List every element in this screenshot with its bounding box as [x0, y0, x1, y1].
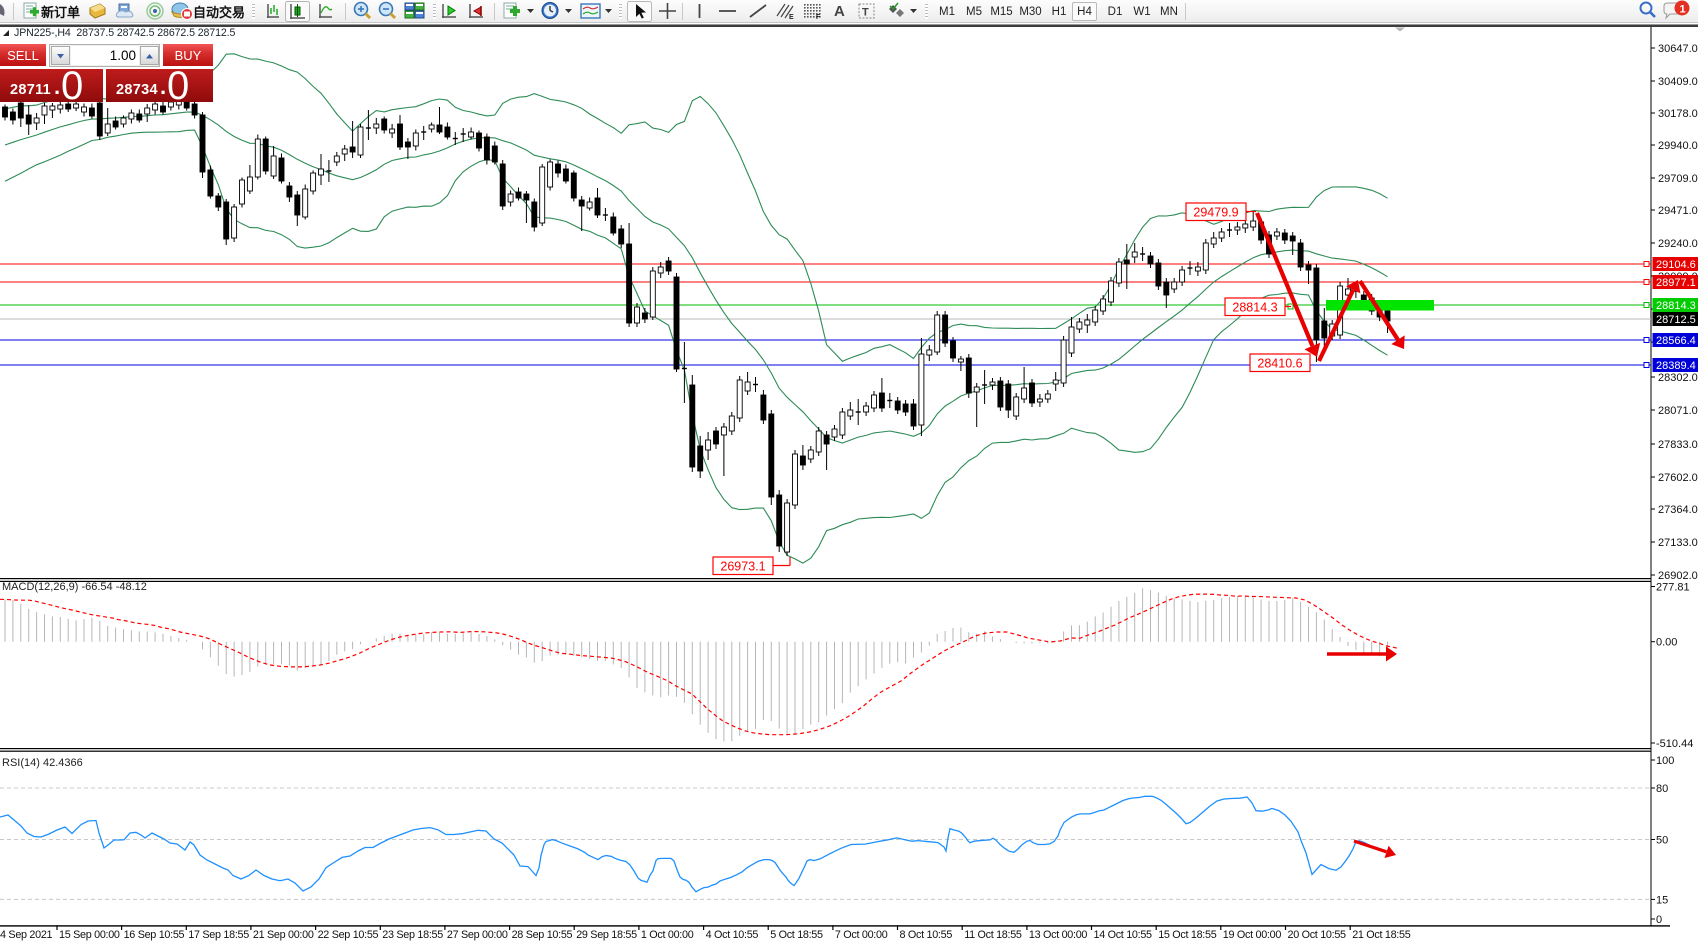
svg-text:T: T [862, 7, 869, 19]
svg-text:1: 1 [1680, 4, 1686, 16]
svg-text:22 Sep 10:55: 22 Sep 10:55 [318, 929, 379, 941]
svg-text:21 Sep 00:00: 21 Sep 00:00 [253, 929, 314, 941]
svg-text:28566.4: 28566.4 [1656, 335, 1696, 347]
svg-text:28389.4: 28389.4 [1656, 360, 1696, 372]
svg-text:28302.0: 28302.0 [1658, 372, 1698, 384]
svg-text:26973.1: 26973.1 [720, 560, 765, 574]
svg-text:4 Oct 10:55: 4 Oct 10:55 [706, 929, 759, 941]
svg-text:1 Oct 00:00: 1 Oct 00:00 [641, 929, 694, 941]
svg-text:8 Oct 10:55: 8 Oct 10:55 [900, 929, 953, 941]
svg-text:JPN225-,H4 28737.5 28742.5 28: JPN225-,H4 28737.5 28742.5 28672.5 28712… [14, 27, 236, 39]
svg-text:16 Sep 10:55: 16 Sep 10:55 [124, 929, 185, 941]
svg-text:15: 15 [1656, 894, 1668, 906]
svg-text:11 Oct 18:55: 11 Oct 18:55 [964, 929, 1022, 941]
svg-text:MACD(12,26,9) -66.54 -48.12: MACD(12,26,9) -66.54 -48.12 [2, 581, 147, 593]
svg-text:28712.5: 28712.5 [1656, 314, 1696, 326]
svg-text:F: F [816, 14, 821, 21]
svg-text:RSI(14) 42.4366: RSI(14) 42.4366 [2, 757, 83, 769]
svg-text:15 Oct 18:55: 15 Oct 18:55 [1158, 929, 1217, 941]
svg-text:50: 50 [1656, 835, 1668, 847]
svg-text:13 Oct 00:00: 13 Oct 00:00 [1029, 929, 1088, 941]
svg-text:29 Sep 18:55: 29 Sep 18:55 [576, 929, 637, 941]
svg-text:27833.0: 27833.0 [1658, 439, 1698, 451]
svg-text:19 Oct 00:00: 19 Oct 00:00 [1223, 929, 1282, 941]
svg-text:30647.0: 30647.0 [1658, 43, 1698, 55]
svg-text:28814.3: 28814.3 [1232, 301, 1277, 315]
svg-text:27602.0: 27602.0 [1658, 472, 1698, 484]
svg-text:E: E [789, 14, 794, 21]
svg-text:100: 100 [1656, 755, 1674, 767]
svg-text:21 Oct 18:55: 21 Oct 18:55 [1352, 929, 1411, 941]
svg-text:0.00: 0.00 [1656, 637, 1677, 649]
svg-text:29940.0: 29940.0 [1658, 140, 1698, 152]
svg-text:27 Sep 00:00: 27 Sep 00:00 [447, 929, 508, 941]
svg-text:28814.3: 28814.3 [1656, 300, 1696, 312]
svg-text:0: 0 [1656, 914, 1662, 926]
svg-text:28 Sep 10:55: 28 Sep 10:55 [512, 929, 573, 941]
svg-text:23 Sep 18:55: 23 Sep 18:55 [382, 929, 443, 941]
svg-text:20 Oct 10:55: 20 Oct 10:55 [1288, 929, 1347, 941]
svg-text:-510.44: -510.44 [1656, 738, 1693, 750]
svg-text:14 Sep 2021: 14 Sep 2021 [0, 929, 53, 941]
svg-text:277.81: 277.81 [1656, 582, 1690, 594]
svg-text:17 Sep 18:55: 17 Sep 18:55 [188, 929, 249, 941]
svg-text:29709.0: 29709.0 [1658, 173, 1698, 185]
svg-text:80: 80 [1656, 783, 1668, 795]
svg-text:27133.0: 27133.0 [1658, 537, 1698, 549]
svg-text:15 Sep 00:00: 15 Sep 00:00 [59, 929, 120, 941]
svg-text:28410.6: 28410.6 [1257, 357, 1302, 371]
svg-text:14 Oct 10:55: 14 Oct 10:55 [1094, 929, 1153, 941]
svg-text:28977.1: 28977.1 [1656, 277, 1696, 289]
svg-text:30409.0: 30409.0 [1658, 76, 1698, 88]
svg-text:29240.0: 29240.0 [1658, 238, 1698, 250]
svg-text:29104.6: 29104.6 [1656, 259, 1696, 271]
svg-text:30178.0: 30178.0 [1658, 108, 1698, 120]
svg-text:29471.0: 29471.0 [1658, 205, 1698, 217]
svg-text:29479.9: 29479.9 [1193, 206, 1238, 220]
svg-text:A: A [834, 3, 845, 20]
svg-text:5 Oct 18:55: 5 Oct 18:55 [770, 929, 823, 941]
svg-text:26902.0: 26902.0 [1658, 570, 1698, 582]
svg-text:28071.0: 28071.0 [1658, 405, 1698, 417]
svg-text:7 Oct 00:00: 7 Oct 00:00 [835, 929, 888, 941]
svg-text:27364.0: 27364.0 [1658, 504, 1698, 516]
